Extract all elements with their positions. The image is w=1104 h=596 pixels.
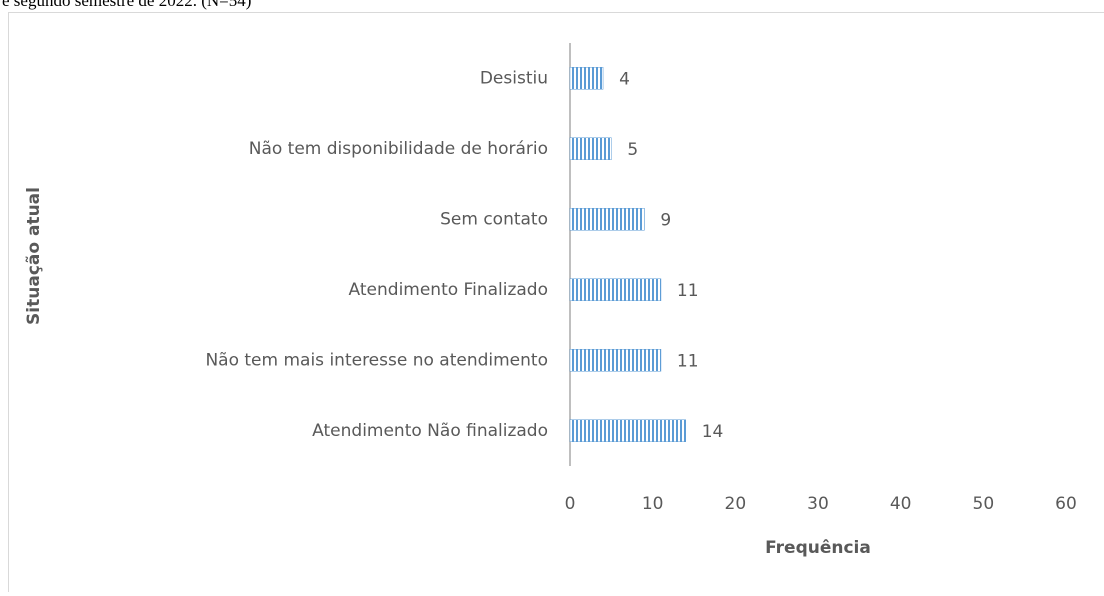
caption: e segundo semestre de 2022. (N=54): [2, 0, 251, 10]
data-label: 5: [627, 140, 638, 160]
bar: [570, 349, 661, 371]
x-tick-label: 60: [1055, 494, 1077, 514]
bar: [570, 208, 644, 230]
y-tick-label: Atendimento Finalizado: [349, 280, 548, 300]
x-tick-label: 40: [890, 494, 912, 514]
data-label: 9: [660, 210, 671, 230]
bar: [570, 420, 686, 442]
y-tick-label: Não tem disponibilidade de horário: [249, 139, 548, 159]
y-tick-label: Não tem mais interesse no atendimento: [205, 350, 548, 370]
x-tick-label: 10: [642, 494, 664, 514]
bar: [570, 279, 661, 301]
x-axis-title: Frequência: [765, 538, 871, 558]
data-label: 11: [677, 351, 699, 371]
x-tick-label: 50: [973, 494, 995, 514]
y-axis-title: Situação atual: [24, 187, 44, 325]
chart-frame: [9, 13, 1104, 593]
data-label: 4: [619, 69, 630, 89]
x-tick-label: 20: [725, 494, 747, 514]
y-tick-label: Desistiu: [480, 68, 548, 88]
y-tick-label: Sem contato: [440, 209, 548, 229]
data-label: 14: [702, 422, 724, 442]
x-tick-label: 30: [807, 494, 829, 514]
y-tick-label: Atendimento Não finalizado: [312, 421, 548, 441]
x-tick-label: 0: [565, 494, 576, 514]
bar: [570, 138, 611, 160]
data-label: 11: [677, 281, 699, 301]
bar: [570, 67, 603, 89]
